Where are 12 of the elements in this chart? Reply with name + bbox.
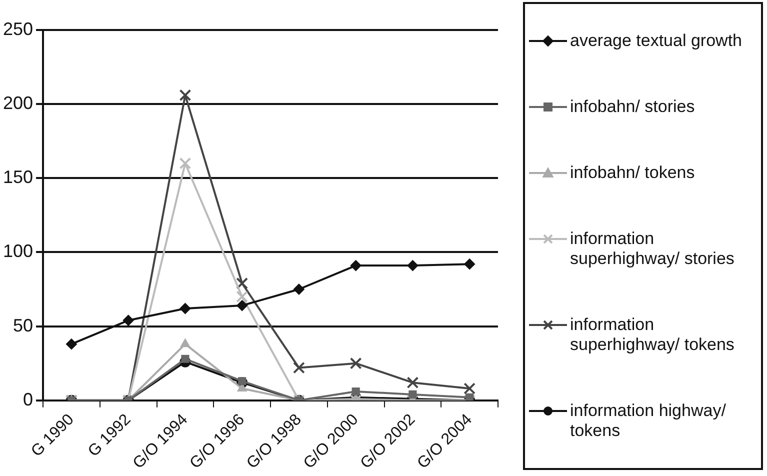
y-tick-label: 100 [2, 241, 34, 262]
y-tick-label: 150 [2, 167, 34, 188]
legend-label: infobahn/ tokens [570, 163, 695, 183]
y-tick-label: 50 [13, 315, 34, 336]
y-tick-label: 0 [23, 389, 34, 410]
legend-label: information highway/ tokens [570, 401, 727, 441]
y-tick-label: 250 [2, 18, 34, 39]
y-tick-label: 200 [2, 93, 34, 114]
legend-label: information superhighway/ stories [570, 229, 736, 269]
legend-label: average textual growth [570, 31, 742, 51]
legend-label: infobahn/ stories [570, 97, 695, 117]
legend-label: information superhighway/ tokens [570, 315, 736, 355]
